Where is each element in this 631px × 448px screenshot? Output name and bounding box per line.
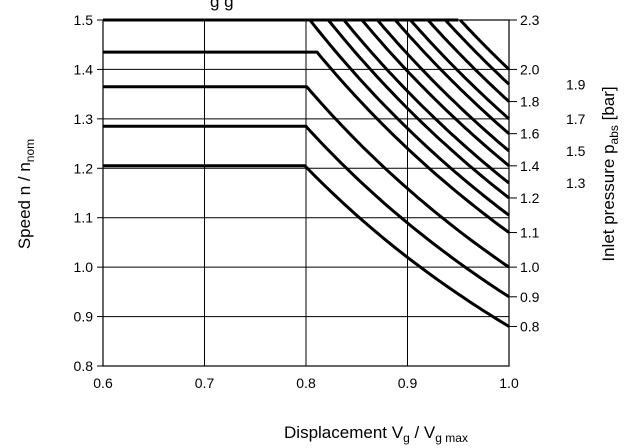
y-tick-label: 0.9	[74, 309, 94, 325]
right-pressure-label: 1.6	[520, 126, 540, 142]
series-curve-9	[376, 19, 510, 153]
right-pressure-label: 0.8	[520, 318, 540, 334]
x-tick-labels: 0.6 0.7 0.8 0.9 1.0	[93, 375, 519, 391]
y-tick-label: 1.1	[74, 210, 94, 226]
right-pressure-label-outer: 1.5	[566, 143, 586, 159]
y-tick-label: 1.0	[74, 259, 94, 275]
x-tick-label: 0.6	[93, 375, 113, 391]
x-tick-label: 0.7	[195, 375, 215, 391]
series-curve-12	[426, 18, 511, 103]
y-tick-label: 0.8	[74, 358, 94, 374]
right-pressure-label: 1.1	[520, 225, 540, 241]
series-curve-6	[327, 19, 510, 200]
series-curves	[103, 18, 511, 328]
right-pressure-label: 1.2	[520, 190, 540, 206]
right-pressure-label: 1.4	[520, 158, 540, 174]
y-tick-label: 1.2	[74, 160, 94, 176]
series-curve-2	[103, 124, 510, 299]
chart-title-fragment: g g	[210, 0, 234, 11]
right-pressure-labels: 2.3 2.0 1.8 1.6 1.4 1.2 1.1 1.0 0.9 0.8 1.9 1.7 1.5 1…	[509, 12, 586, 334]
y-tick-label: 1.4	[74, 61, 94, 77]
series-curve-4	[103, 50, 510, 234]
y-axis-label: Speed n / nnom	[15, 139, 37, 249]
right-pressure-label-outer: 1.7	[566, 111, 586, 127]
series-curve-5	[308, 19, 510, 217]
series-curve-11	[409, 19, 510, 121]
right-pressure-label: 0.9	[520, 289, 540, 305]
series-curve-10	[394, 19, 510, 135]
grid	[103, 20, 509, 366]
right-pressure-label: 2.3	[520, 12, 540, 28]
series-curve-3	[103, 85, 510, 269]
right-pressure-label: 2.0	[520, 61, 540, 77]
series-curve-8	[360, 19, 510, 167]
series-curve-7	[342, 19, 510, 185]
right-pressure-label: 1.0	[520, 259, 540, 275]
series-curve-14	[459, 18, 511, 71]
y2-axis-label: Inlet pressure pabs [bar]	[599, 86, 621, 261]
series-curve-1	[103, 164, 510, 328]
x-tick-label: 1.0	[499, 375, 519, 391]
x-axis-label: Displacement Vg / Vg max	[284, 423, 468, 445]
y-tick-labels: 0.8 0.9 1.0 1.1 1.2 1.3 1.4 1.5	[74, 12, 103, 374]
plot-frame	[102, 19, 510, 367]
y-tick-label: 1.3	[74, 111, 94, 127]
right-pressure-label-outer: 1.9	[566, 76, 586, 92]
x-tick-label: 0.9	[398, 375, 418, 391]
x-tick-label: 0.8	[296, 375, 316, 391]
y-tick-label: 1.5	[74, 12, 94, 28]
series-curve-13	[444, 19, 511, 86]
right-pressure-label-outer: 1.3	[566, 175, 586, 191]
right-pressure-label: 1.8	[520, 94, 540, 110]
